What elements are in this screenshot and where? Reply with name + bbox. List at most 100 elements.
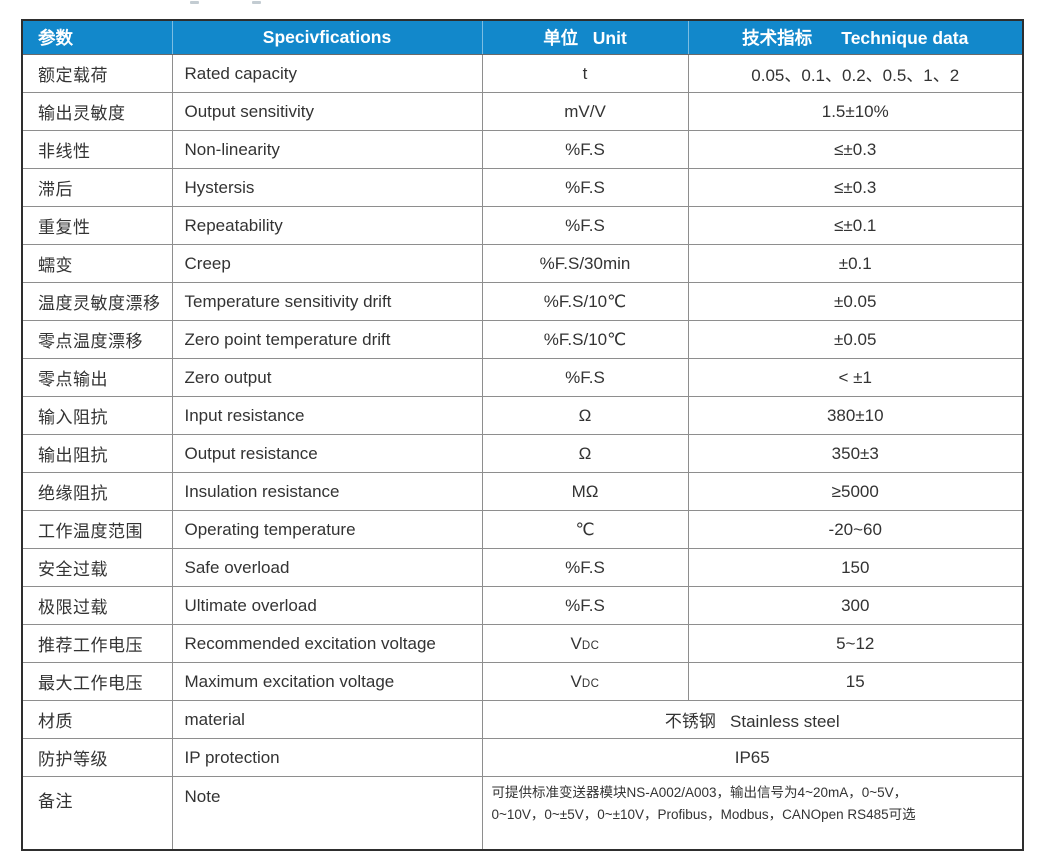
param-en-cell: Ultimate overload xyxy=(171,586,483,625)
table-row: 推荐工作电压 Recommended excitation voltage VDC 5… xyxy=(21,624,1024,663)
param-en-cell: Non-linearity xyxy=(171,130,483,169)
param-cn-cell: 零点输出 xyxy=(21,358,173,397)
param-en-cell: IP protection xyxy=(171,738,483,777)
table-row: 最大工作电压 Maximum excitation voltage VDC 15 xyxy=(21,662,1024,701)
unit-cell: %F.S xyxy=(481,130,689,169)
dc-subscript: DC xyxy=(581,677,600,690)
param-en-cell: Creep xyxy=(171,244,483,283)
param-cn-cell: 非线性 xyxy=(21,130,173,169)
table-row: 备注 Note 可提供标准变送器模块NS-A002/A003，输出信号为4~20mA… xyxy=(21,776,1024,851)
table-row: 材质 material 不锈钢 Stainless steel xyxy=(21,700,1024,739)
unit-cell: Ω xyxy=(481,434,689,473)
unit-cell: %F.S xyxy=(481,206,689,245)
value-cell: 350±3 xyxy=(687,434,1024,473)
param-cn-cell: 极限过载 xyxy=(21,586,173,625)
param-en-cell: Insulation resistance xyxy=(171,472,483,511)
param-cn-cell: 工作温度范围 xyxy=(21,510,173,549)
table-row: 极限过载 Ultimate overload %F.S 300 xyxy=(21,586,1024,625)
merged-value-cell: 不锈钢 Stainless steel xyxy=(481,700,1024,739)
param-en-cell: Recommended excitation voltage xyxy=(171,624,483,663)
param-en-cell: Note xyxy=(171,776,483,851)
param-cn-cell: 重复性 xyxy=(21,206,173,245)
value-cell: ±0.05 xyxy=(687,320,1024,359)
param-en-cell: Zero output xyxy=(171,358,483,397)
param-cn-cell: 蠕变 xyxy=(21,244,173,283)
value-cell: ≥5000 xyxy=(687,472,1024,511)
table-row: 零点温度漂移 Zero point temperature drift %F.S/1… xyxy=(21,320,1024,359)
cropped-text-artifact xyxy=(252,1,261,4)
param-en-cell: Repeatability xyxy=(171,206,483,245)
param-cn-cell: 备注 xyxy=(21,776,173,851)
value-cell: 380±10 xyxy=(687,396,1024,435)
table-row: 工作温度范围 Operating temperature ℃ -20~60 xyxy=(21,510,1024,549)
value-cell: 150 xyxy=(687,548,1024,587)
table-row: 输出灵敏度 Output sensitivity mV/V 1.5±10% xyxy=(21,92,1024,131)
param-en-cell: Hystersis xyxy=(171,168,483,207)
value-cell: ≤±0.1 xyxy=(687,206,1024,245)
value-cell: -20~60 xyxy=(687,510,1024,549)
value-cell: ≤±0.3 xyxy=(687,130,1024,169)
unit-cell: %F.S xyxy=(481,358,689,397)
param-en-cell: Safe overload xyxy=(171,548,483,587)
value-cell: 15 xyxy=(687,662,1024,701)
header-row: 参数 Specivfications 单位 Unit 技术指标 Techniqu… xyxy=(22,20,1023,55)
table-row: 输入阻抗 Input resistance Ω 380±10 xyxy=(21,396,1024,435)
param-en-cell: Rated capacity xyxy=(171,54,483,93)
table-row: 防护等级 IP protection IP65 xyxy=(21,738,1024,777)
param-cn-cell: 最大工作电压 xyxy=(21,662,173,701)
value-cell: 5~12 xyxy=(687,624,1024,663)
table-row: 安全过载 Safe overload %F.S 150 xyxy=(21,548,1024,587)
unit-cell: %F.S/30min xyxy=(481,244,689,283)
param-en-cell: Zero point temperature drift xyxy=(171,320,483,359)
spec-table-header: 参数 Specivfications 单位 Unit 技术指标 Techniqu… xyxy=(22,20,1023,55)
param-cn-cell: 零点温度漂移 xyxy=(21,320,173,359)
param-cn-cell: 推荐工作电压 xyxy=(21,624,173,663)
param-cn-cell: 温度灵敏度漂移 xyxy=(21,282,173,321)
unit-cell: Ω xyxy=(481,396,689,435)
param-cn-cell: 输出阻抗 xyxy=(21,434,173,473)
value-cell: 300 xyxy=(687,586,1024,625)
value-cell: ±0.05 xyxy=(687,282,1024,321)
value-cell: 0.05、0.1、0.2、0.5、1、2 xyxy=(687,54,1024,93)
dc-subscript: DC xyxy=(581,639,600,652)
value-cell: ≤±0.3 xyxy=(687,168,1024,207)
header-parameter: 参数 xyxy=(22,20,172,55)
unit-cell: MΩ xyxy=(481,472,689,511)
header-technique-data: 技术指标 Technique data xyxy=(687,20,1023,55)
value-cell: < ±1 xyxy=(687,358,1024,397)
param-cn-cell: 输出灵敏度 xyxy=(21,92,173,131)
table-row: 输出阻抗 Output resistance Ω 350±3 xyxy=(21,434,1024,473)
spec-table-container: 参数 Specivfications 单位 Unit 技术指标 Techniqu… xyxy=(21,19,1024,851)
note-value-cell: 可提供标准变送器模块NS-A002/A003，输出信号为4~20mA，0~5V，… xyxy=(481,776,1024,851)
param-cn-cell: 额定载荷 xyxy=(21,54,173,93)
unit-cell: %F.S/10℃ xyxy=(481,282,689,321)
unit-cell: VDC xyxy=(481,624,689,663)
param-cn-cell: 输入阻抗 xyxy=(21,396,173,435)
spec-table-body: 额定载荷 Rated capacity t 0.05、0.1、0.2、0.5、1、2 输… xyxy=(21,54,1024,851)
param-cn-cell: 材质 xyxy=(21,700,173,739)
cropped-text-artifact xyxy=(190,1,199,4)
table-row: 绝缘阻抗 Insulation resistance MΩ ≥5000 xyxy=(21,472,1024,511)
value-cell: ±0.1 xyxy=(687,244,1024,283)
param-en-cell: Output resistance xyxy=(171,434,483,473)
param-en-cell: Maximum excitation voltage xyxy=(171,662,483,701)
spec-table: 参数 Specivfications 单位 Unit 技术指标 Techniqu… xyxy=(21,19,1024,851)
param-en-cell: Temperature sensitivity drift xyxy=(171,282,483,321)
param-cn-cell: 滞后 xyxy=(21,168,173,207)
param-en-cell: Operating temperature xyxy=(171,510,483,549)
param-cn-cell: 安全过载 xyxy=(21,548,173,587)
table-row: 非线性 Non-linearity %F.S ≤±0.3 xyxy=(21,130,1024,169)
param-en-cell: Input resistance xyxy=(171,396,483,435)
table-row: 零点输出 Zero output %F.S < ±1 xyxy=(21,358,1024,397)
table-row: 重复性 Repeatability %F.S ≤±0.1 xyxy=(21,206,1024,245)
header-unit: 单位 Unit xyxy=(481,20,688,55)
unit-cell: VDC xyxy=(481,662,689,701)
unit-cell: t xyxy=(481,54,689,93)
param-cn-cell: 绝缘阻抗 xyxy=(21,472,173,511)
unit-cell: %F.S/10℃ xyxy=(481,320,689,359)
unit-cell: %F.S xyxy=(481,168,689,207)
table-row: 温度灵敏度漂移 Temperature sensitivity drift %F.S… xyxy=(21,282,1024,321)
unit-cell: mV/V xyxy=(481,92,689,131)
table-row: 蠕变 Creep %F.S/30min ±0.1 xyxy=(21,244,1024,283)
